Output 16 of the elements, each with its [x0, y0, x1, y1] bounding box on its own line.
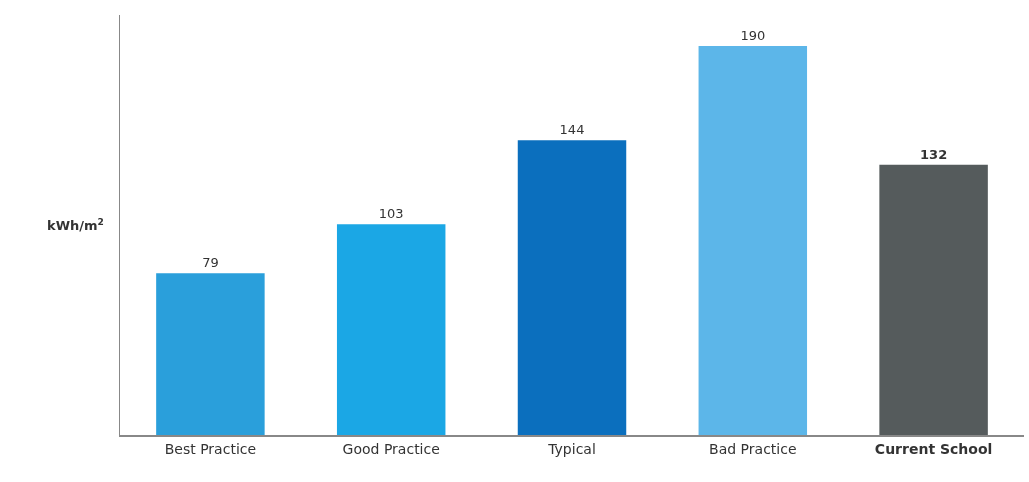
y-axis-title: kWh/m$^{2}$	[47, 217, 104, 234]
data-label: 103	[378, 206, 404, 222]
data-label: 190	[740, 28, 766, 44]
x-tick-label: Good Practice	[342, 440, 440, 457]
x-tick-label: Best Practice	[164, 440, 257, 457]
bar	[156, 273, 265, 435]
bar	[698, 46, 808, 435]
bar	[336, 224, 446, 435]
data-label: 144	[559, 122, 585, 138]
x-tick-label: Current School	[874, 440, 993, 457]
x-tick-label: Typical	[547, 440, 596, 457]
data-label: 132	[920, 146, 948, 162]
bar	[879, 164, 988, 435]
bar	[517, 140, 627, 435]
data-label: 79	[202, 255, 219, 271]
x-tick-label: Bad Practice	[709, 440, 797, 457]
